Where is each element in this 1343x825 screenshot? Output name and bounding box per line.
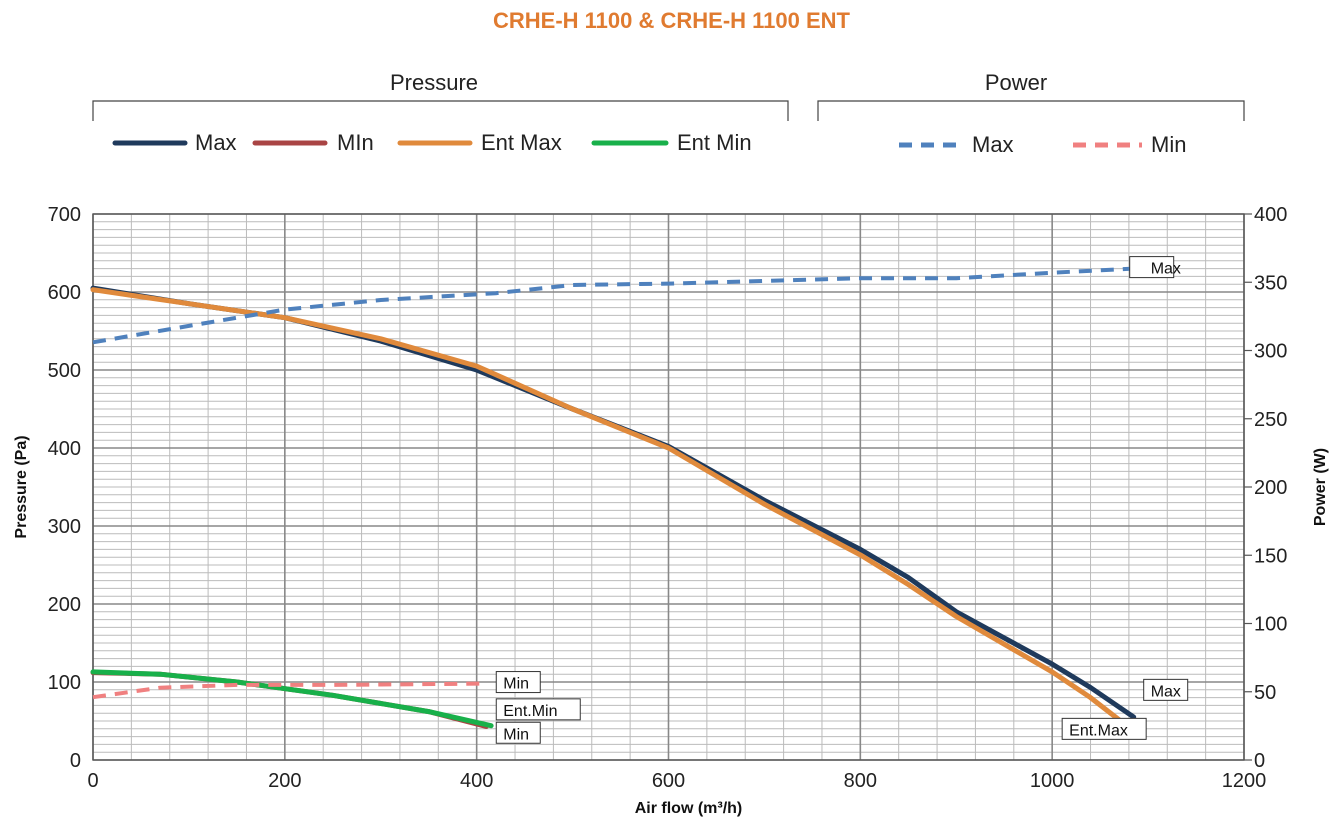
series-line-left-ent-min: [90, 669, 494, 729]
y-axis-left-label: Pressure (Pa): [13, 435, 30, 538]
y-right-tick-label: 250: [1254, 409, 1287, 431]
y-right-tick-label: 400: [1254, 204, 1287, 226]
y-left-tick-label: 0: [70, 750, 81, 772]
legend-label-power: Max: [972, 132, 1014, 157]
y-right-tick-label: 350: [1254, 272, 1287, 294]
y-left-tick-label: 300: [48, 516, 81, 538]
y-axis-right-label: Power (W): [1312, 448, 1329, 526]
annotation-box: [1061, 717, 1147, 740]
annotation-label: Min: [503, 676, 529, 693]
y-right-tick-label: 100: [1254, 614, 1287, 636]
y-left-tick-label: 200: [48, 594, 81, 616]
annotation-label: Ent.Min: [503, 703, 557, 720]
chart-title: CRHE-H 1100 & CRHE-H 1100 ENT: [492, 8, 850, 33]
legend-group-power: Power: [985, 70, 1047, 95]
y-right-tick-label: 150: [1254, 545, 1287, 567]
x-tick-label: 200: [268, 770, 301, 792]
x-tick-label: 800: [844, 770, 877, 792]
annotation-label: Max: [1151, 261, 1181, 278]
x-tick-label: 1200: [1222, 770, 1267, 792]
legend-label-power: Min: [1151, 132, 1186, 157]
y-left-tick-label: 100: [48, 672, 81, 694]
y-left-tick-label: 700: [48, 204, 81, 226]
y-right-tick-label: 50: [1254, 682, 1276, 704]
annotation-label: Ent.Max: [1069, 722, 1128, 739]
series-line-left-min: [90, 670, 489, 729]
y-left-tick-label: 500: [48, 360, 81, 382]
x-tick-label: 0: [87, 770, 98, 792]
legend-label-pressure: MIn: [337, 130, 374, 155]
plot-frame: [92, 213, 1245, 761]
annotation-box: [495, 671, 541, 694]
y-right-tick-label: 0: [1254, 750, 1265, 772]
y-left-tick-label: 600: [48, 282, 81, 304]
legend-label-pressure: Max: [195, 130, 237, 155]
x-axis-label: Air flow (m³/h): [635, 800, 743, 817]
legend-group-pressure: Pressure: [390, 70, 478, 95]
legend-bracket-power: [817, 100, 1245, 121]
y-right-tick-label: 200: [1254, 477, 1287, 499]
y-left-tick-label: 400: [48, 438, 81, 460]
annotation-box: [1129, 256, 1175, 279]
x-tick-label: 600: [652, 770, 685, 792]
annotation-box: [1143, 678, 1189, 701]
x-tick-label: 400: [460, 770, 493, 792]
series-line-left-ent-max: [90, 287, 1137, 734]
annotation-box: [495, 698, 581, 721]
annotation-label: Min: [503, 726, 529, 743]
series-line-right-max: [92, 266, 1134, 345]
legend-bracket-pressure: [92, 100, 789, 121]
annotation-label: Max: [1151, 683, 1181, 700]
series-line-right-min: [92, 681, 487, 700]
legend-label-pressure: Ent Min: [677, 130, 752, 155]
legend-label-pressure: Ent Max: [481, 130, 562, 155]
y-right-tick-label: 300: [1254, 341, 1287, 363]
annotation-box: [495, 721, 541, 744]
x-tick-label: 1000: [1030, 770, 1075, 792]
